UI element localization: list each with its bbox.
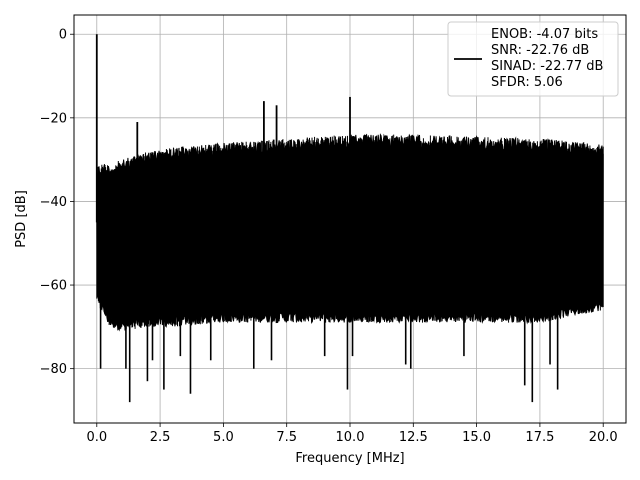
x-tick-label: 5.0: [213, 430, 234, 445]
y-tick-label: −60: [40, 279, 67, 294]
legend-box: [447, 21, 619, 97]
y-tick-label: 0: [59, 28, 67, 43]
plot-series-group: [95, 34, 604, 403]
psd-line: [96, 134, 604, 331]
y-axis-ticks: 0 −20 −40 −60 −80: [40, 28, 74, 377]
x-axis-label: Frequency [MHz]: [295, 451, 404, 466]
x-tick-label: 20.0: [589, 430, 618, 445]
x-tick-label: 7.5: [276, 430, 297, 445]
legend-entry-line: SFDR: 5.06: [491, 75, 563, 90]
legend-entry-line: ENOB: -4.07 bits: [491, 27, 598, 42]
x-tick-label: 0.0: [86, 430, 107, 445]
x-tick-label: 15.0: [462, 430, 491, 445]
legend-entry-line: SNR: -22.76 dB: [491, 43, 589, 58]
y-tick-label: −80: [40, 362, 67, 377]
y-tick-label: −40: [40, 195, 67, 210]
x-axis-ticks: 0.0 2.5 5.0 7.5 10.0 12.5 15.0 17.5 20.0: [86, 423, 618, 445]
spur-markers: [95, 34, 559, 403]
x-tick-label: 17.5: [525, 430, 554, 445]
x-tick-label: 10.0: [336, 430, 365, 445]
y-axis-label: PSD [dB]: [14, 190, 29, 248]
x-tick-label: 12.5: [399, 430, 428, 445]
x-tick-label: 2.5: [150, 430, 171, 445]
y-tick-label: −20: [40, 111, 67, 126]
legend-entry-line: SINAD: -22.77 dB: [491, 59, 603, 74]
